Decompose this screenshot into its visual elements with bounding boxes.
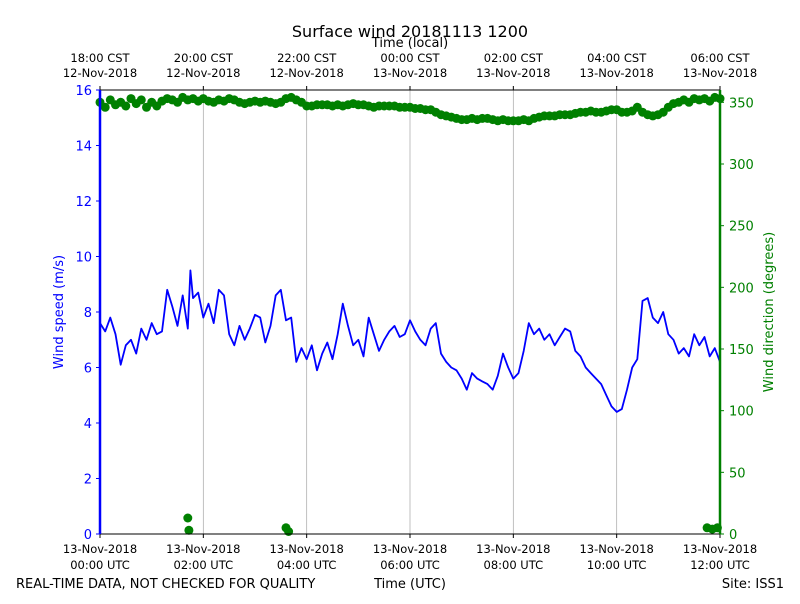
right-tick-label: 100 (729, 405, 754, 420)
bottom-tick-time: 04:00 UTC (277, 558, 337, 572)
x-axis-label: Time (UTC) (373, 577, 446, 592)
wind-direction-point (284, 527, 294, 536)
top-axis-title: Time (local) (371, 36, 448, 51)
right-tick-label: 50 (729, 466, 746, 481)
bottom-tick-date: 13-Nov-2018 (579, 542, 653, 556)
grid-lines (202, 90, 618, 534)
bottom-tick-time: 00:00 UTC (70, 558, 130, 572)
y-axis-right-label: Wind direction (degrees) (762, 232, 777, 392)
bottom-tick-time: 10:00 UTC (587, 558, 647, 572)
top-tick-time: 18:00 CST (70, 51, 130, 65)
left-tick-label: 10 (75, 251, 92, 266)
bottom-tick-time: 02:00 UTC (174, 558, 234, 572)
top-tick-date: 13-Nov-2018 (579, 66, 653, 80)
bottom-tick-time: 08:00 UTC (484, 558, 544, 572)
wind-direction-point (184, 525, 194, 535)
wind-direction-point (183, 513, 193, 523)
bottom-tick-date: 13-Nov-2018 (166, 542, 240, 556)
right-tick-label: 150 (729, 343, 754, 358)
bottom-tick-time: 06:00 UTC (380, 558, 440, 572)
left-tick-label: 2 (84, 473, 92, 488)
right-tick-label: 0 (729, 528, 737, 543)
top-tick-time: 02:00 CST (484, 51, 544, 65)
left-tick-label: 0 (84, 528, 92, 543)
y-axis-left-label: Wind speed (m/s) (52, 255, 67, 369)
right-tick-label: 250 (729, 220, 754, 235)
left-tick-label: 16 (75, 84, 92, 99)
right-tick-label: 200 (729, 281, 754, 296)
wind-direction-point (121, 101, 131, 111)
top-tick-time: 22:00 CST (277, 51, 337, 65)
wind-direction-point (100, 102, 110, 112)
chart-title: Surface wind 20181113 1200 (292, 22, 528, 41)
top-tick-date: 12-Nov-2018 (166, 66, 240, 80)
wind-direction-point (136, 95, 146, 105)
footer-site-label: Site: ISS1 (722, 577, 784, 592)
right-tick-label: 300 (729, 158, 754, 173)
left-tick-label: 12 (75, 195, 92, 210)
top-tick-date: 13-Nov-2018 (373, 66, 447, 80)
bottom-tick-time: 12:00 UTC (690, 558, 750, 572)
bottom-tick-date: 13-Nov-2018 (63, 542, 137, 556)
series-layer (95, 92, 725, 536)
bottom-tick-date: 13-Nov-2018 (373, 542, 447, 556)
right-tick-label: 350 (729, 96, 754, 111)
bottom-tick-date: 13-Nov-2018 (683, 542, 757, 556)
wind-speed-line (99, 269, 721, 413)
ticks-layer: 13-Nov-2018 00:00 UTC 13-Nov-2018 02:00 UTC… (63, 51, 757, 572)
footer-quality-note: REAL-TIME DATA, NOT CHECKED FOR QUALITY (16, 577, 315, 592)
top-tick-time: 04:00 CST (587, 51, 647, 65)
top-tick-time: 06:00 CST (690, 51, 750, 65)
top-tick-time: 20:00 CST (174, 51, 234, 65)
top-tick-date: 12-Nov-2018 (63, 66, 137, 80)
top-tick-date: 13-Nov-2018 (476, 66, 550, 80)
left-tick-label: 6 (84, 362, 92, 377)
bottom-tick-date: 13-Nov-2018 (476, 542, 550, 556)
left-tick-label: 4 (84, 417, 92, 432)
bottom-tick-date: 13-Nov-2018 (269, 542, 343, 556)
top-tick-date: 13-Nov-2018 (683, 66, 757, 80)
left-tick-label: 8 (84, 306, 92, 321)
top-tick-date: 12-Nov-2018 (269, 66, 343, 80)
left-tick-label: 14 (75, 140, 92, 155)
top-tick-time: 00:00 CST (380, 51, 440, 65)
